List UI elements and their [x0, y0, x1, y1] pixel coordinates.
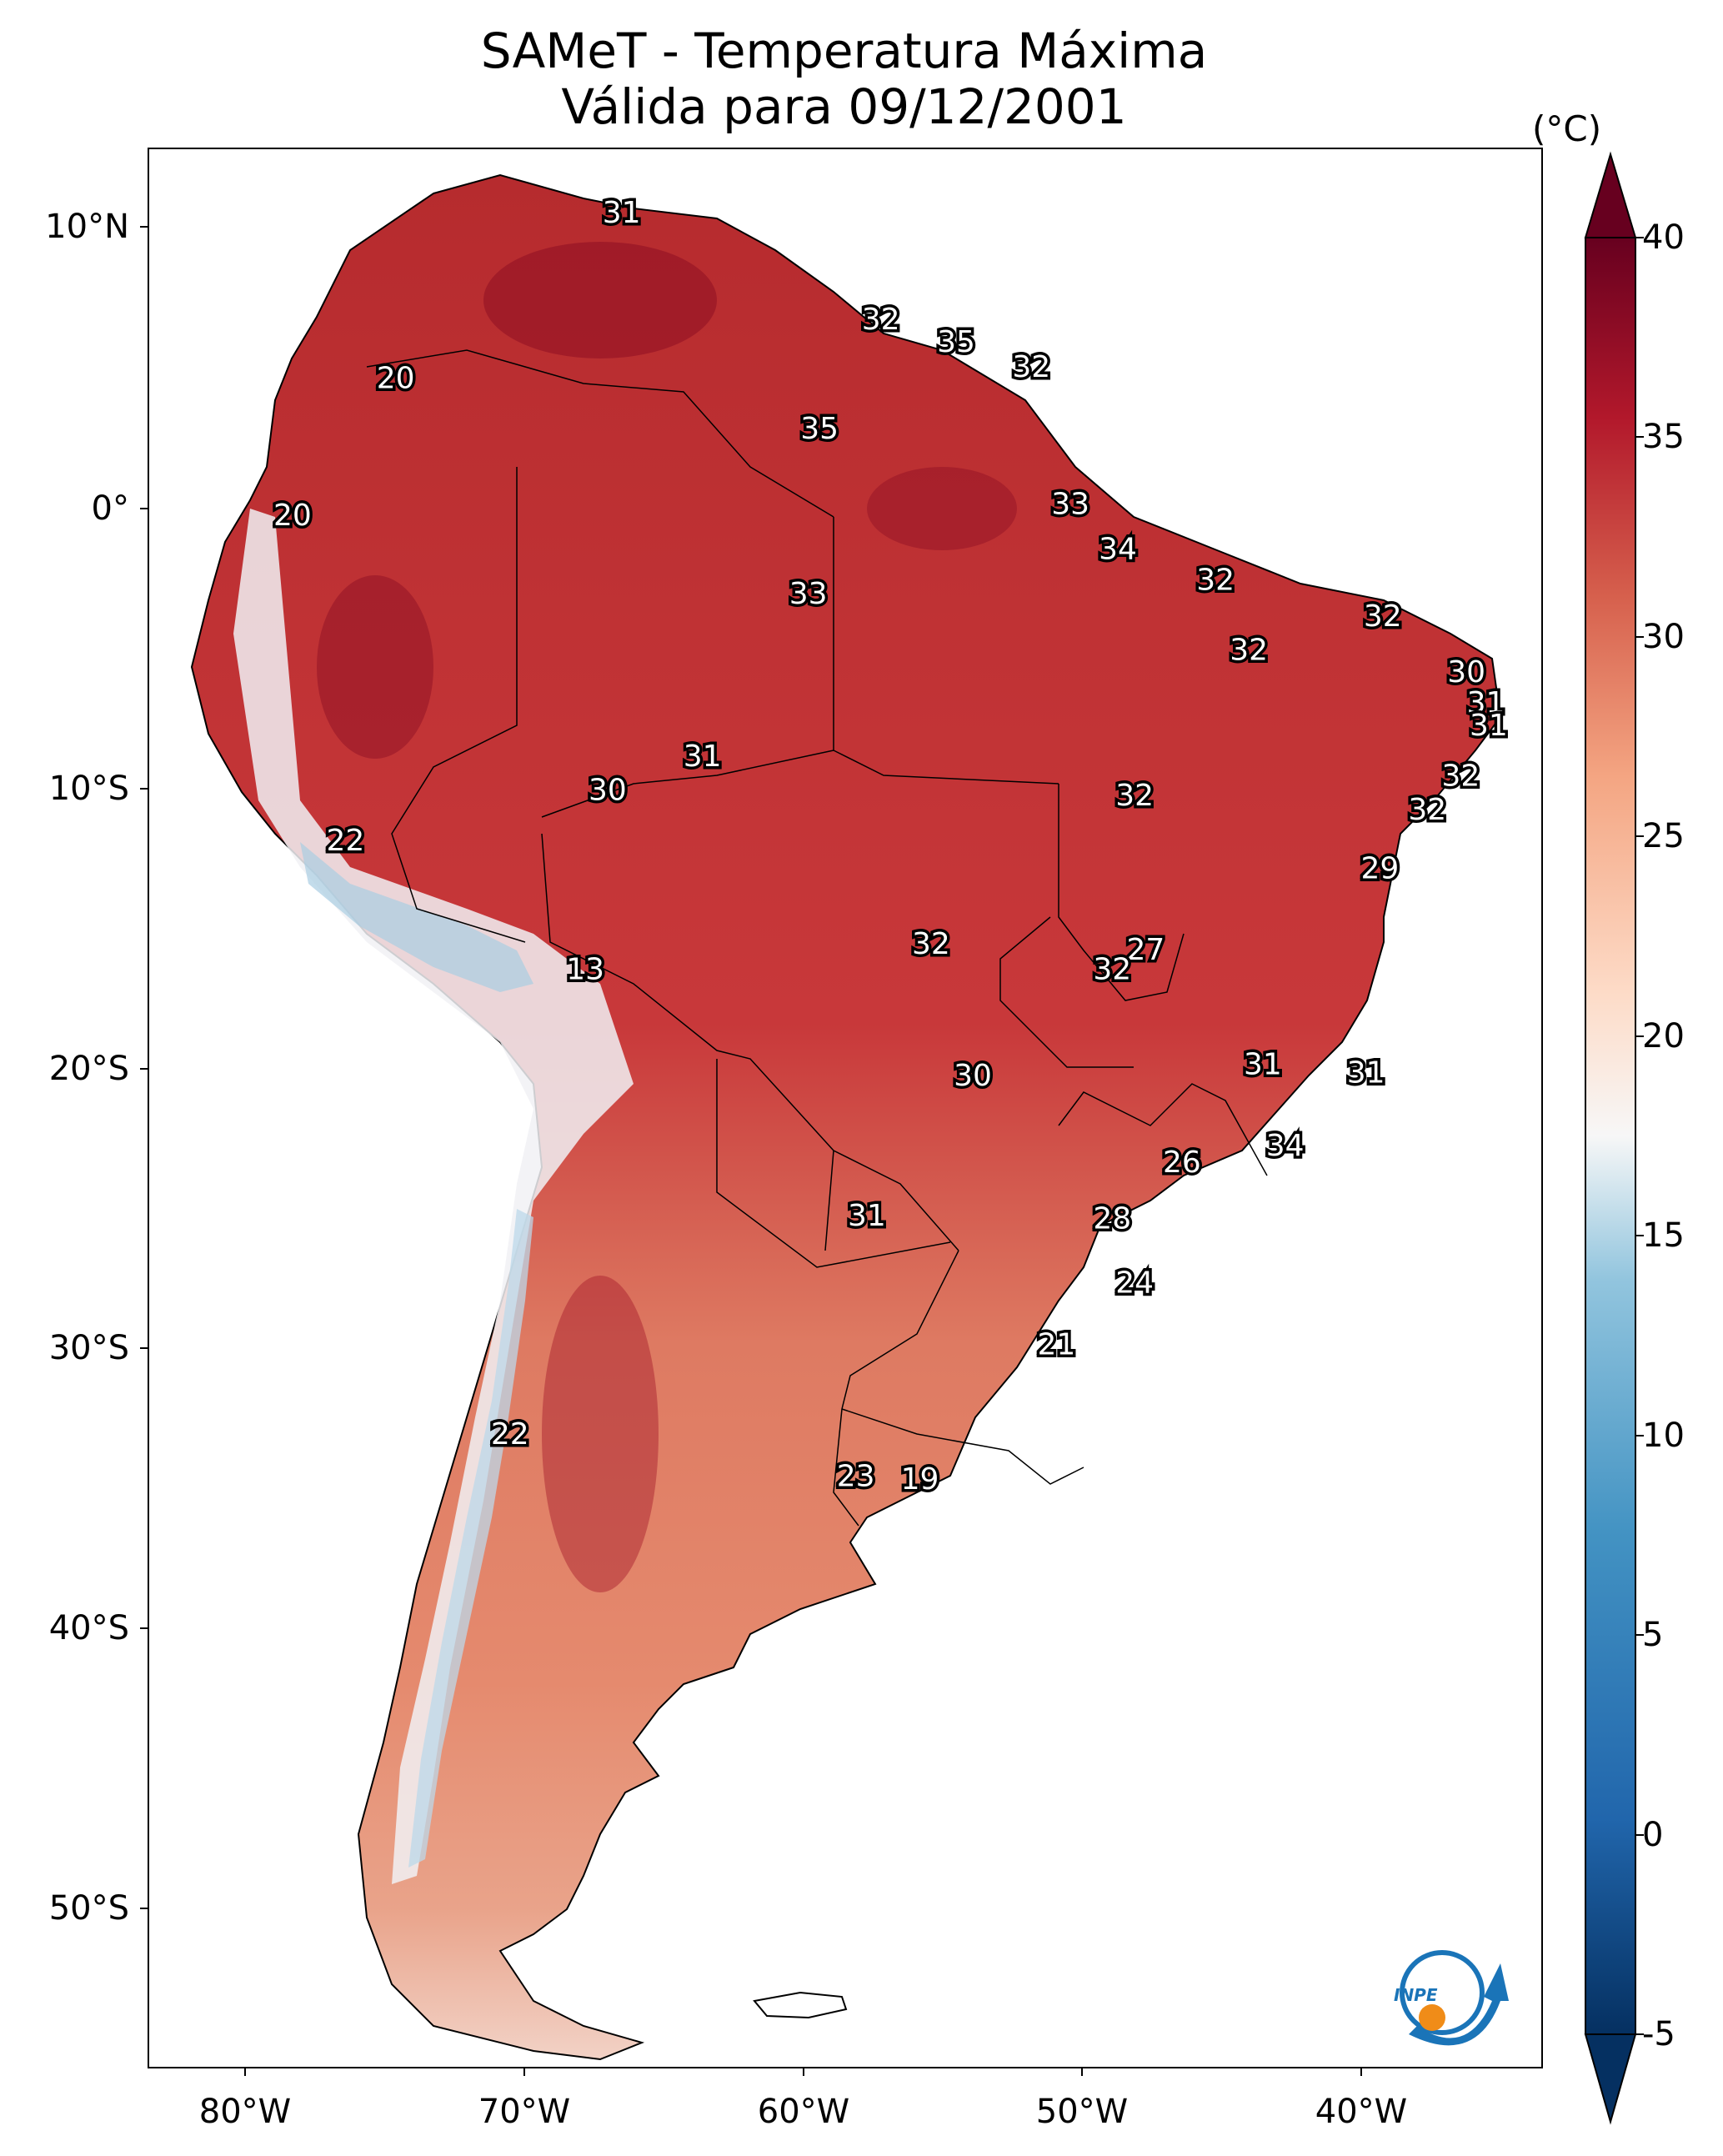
temperature-value-label: 31 — [684, 740, 722, 774]
temperature-value-label: 31 — [1347, 1056, 1385, 1091]
inpe-logo-text: INPE — [1394, 1985, 1438, 2005]
lon-label-50w: 50°W — [1035, 2093, 1129, 2131]
colorbar-max-arrow — [1584, 151, 1637, 238]
temperature-value-label: 33 — [1051, 488, 1089, 522]
lat-label-10n: 10°N — [45, 208, 129, 246]
lat-label-30s: 30°S — [48, 1329, 129, 1367]
hot-core-argentina — [542, 1276, 659, 1592]
temperature-value-label: 13 — [566, 952, 604, 986]
andes-cold-core — [300, 842, 533, 992]
colorbar-units: (°C) — [1532, 108, 1602, 149]
temperature-value-label: 20 — [273, 499, 312, 533]
colorbar — [1584, 151, 1644, 2125]
temperature-value-label: 32 — [1364, 599, 1402, 634]
lon-label-40w: 40°W — [1315, 2093, 1408, 2131]
lon-label-70w: 70°W — [478, 2093, 571, 2131]
temperature-value-label: 32 — [1093, 952, 1131, 986]
colorbar-tick-40: 40 — [1642, 218, 1685, 257]
temperature-value-label: 28 — [1093, 1201, 1131, 1236]
temperature-value-label: 31 — [1244, 1048, 1282, 1082]
temperature-value-label: 32 — [1408, 793, 1446, 827]
temperature-value-label: 33 — [789, 577, 828, 611]
temperature-value-label: 32 — [1230, 633, 1268, 667]
temperature-value-label: 34 — [1099, 532, 1137, 566]
temperature-value-label: 24 — [1115, 1266, 1154, 1301]
temperature-value-label: 30 — [1447, 655, 1485, 689]
colorbar-tick-neg5: -5 — [1642, 2015, 1675, 2053]
colorbar-tick-30: 30 — [1642, 618, 1685, 656]
map-subtitle: Válida para 09/12/2001 — [561, 78, 1127, 135]
temperature-value-label: 31 — [1467, 686, 1505, 720]
temperature-value-label: 35 — [800, 412, 839, 446]
temperature-value-label: 21 — [1037, 1328, 1075, 1362]
colorbar-tick-10: 10 — [1642, 1416, 1685, 1455]
lat-label-50s: 50°S — [48, 1889, 129, 1928]
temperature-value-label: 35 — [937, 325, 975, 359]
lon-label-60w: 60°W — [757, 2093, 850, 2131]
temperature-value-label: 32 — [912, 927, 950, 961]
temperature-value-label: 29 — [1360, 851, 1399, 885]
temperature-value-label: 27 — [1126, 933, 1165, 967]
south-america-land — [190, 173, 1502, 2061]
country-borders — [366, 349, 1268, 1527]
lat-label-40s: 40°S — [48, 1609, 129, 1647]
temperature-value-label: 19 — [901, 1462, 939, 1497]
temperature-value-label: 32 — [1012, 350, 1050, 384]
lat-ticks — [140, 226, 148, 1909]
colorbar-tick-25: 25 — [1642, 817, 1685, 855]
temperature-value-label: 31 — [1470, 709, 1508, 743]
temperature-value-label: 26 — [1163, 1146, 1201, 1180]
temperature-value-label: 30 — [589, 773, 627, 807]
lat-label-0: 0° — [91, 489, 129, 528]
lon-label-80w: 80°W — [198, 2093, 292, 2131]
colorbar-tick-20: 20 — [1642, 1017, 1685, 1055]
hot-core-north — [483, 242, 717, 358]
temperature-value-label: 31 — [603, 196, 641, 230]
temperature-value-label: 20 — [377, 361, 415, 395]
map-border — [148, 148, 1543, 2068]
falkland-islands — [753, 1991, 848, 2019]
lon-ticks — [244, 2068, 1362, 2076]
temperature-value-label: 22 — [491, 1417, 529, 1452]
andes-cool-band — [233, 509, 634, 1884]
inpe-logo: INPE — [1394, 1950, 1509, 2046]
colorbar-tick-15: 15 — [1642, 1216, 1685, 1255]
temperature-value-label: 34 — [1266, 1129, 1305, 1163]
temperature-value-label: 32 — [1115, 779, 1154, 813]
hot-core-peru — [317, 575, 433, 759]
colorbar-tick-35: 35 — [1642, 418, 1685, 456]
colorbar-tick-0: 0 — [1642, 1816, 1664, 1854]
southern-andes-cold — [408, 1209, 533, 1868]
temperature-value-label: 22 — [326, 824, 364, 858]
temperature-value-label: 31 — [848, 1199, 886, 1233]
lat-label-10s: 10°S — [48, 770, 129, 808]
temperature-value-label: 23 — [837, 1460, 875, 1494]
temperature-value-label: 30 — [954, 1059, 992, 1093]
temperature-value-label: 32 — [862, 303, 900, 337]
temperature-value-label: 32 — [1196, 563, 1235, 597]
map-title: SAMeT - Temperatura Máxima — [480, 23, 1208, 79]
lat-label-20s: 20°S — [48, 1050, 129, 1088]
temperature-value-label: 32 — [1441, 760, 1480, 794]
colorbar-body — [1585, 237, 1636, 2035]
hot-core-amazon — [867, 467, 1017, 550]
colorbar-tick-5: 5 — [1642, 1616, 1664, 1654]
colorbar-min-arrow — [1584, 2033, 1637, 2125]
